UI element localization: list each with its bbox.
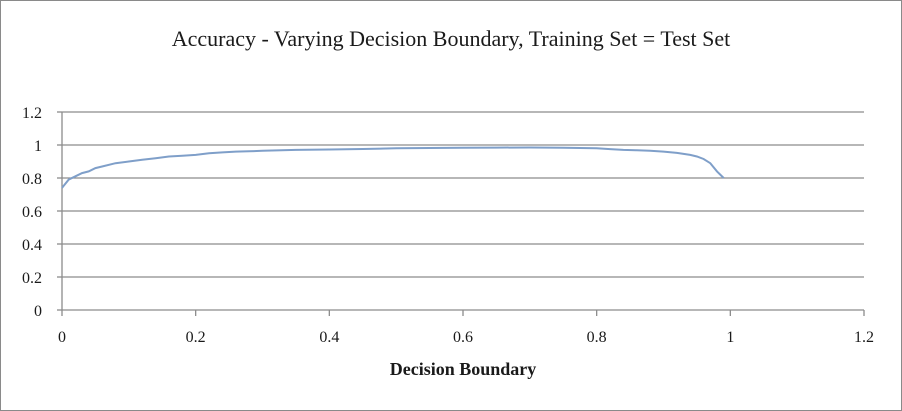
y-tick-label: 1.2 <box>22 105 42 122</box>
y-tick-label: 1 <box>34 138 42 155</box>
gridlines <box>62 111 864 278</box>
x-tick-label: 0.6 <box>453 329 473 346</box>
series-line <box>61 146 725 189</box>
x-tick-labels: 0 0.2 0.4 0.6 0.8 1 1.2 <box>58 329 874 346</box>
x-tick-label: 0.8 <box>587 329 607 346</box>
chart-title: Accuracy - Varying Decision Boundary, Tr… <box>172 26 731 51</box>
y-tick-label: 0.4 <box>22 237 42 254</box>
y-tick-label: 0.6 <box>22 204 42 221</box>
y-tick-label: 0 <box>34 303 42 320</box>
x-axis-label: Decision Boundary <box>390 359 537 379</box>
x-tick-label: 1 <box>726 329 734 346</box>
x-tick-label: 0 <box>58 329 66 346</box>
y-tick-label: 0.2 <box>22 270 42 287</box>
x-tick-label: 1.2 <box>854 329 874 346</box>
axes <box>57 111 865 316</box>
y-tick-label: 0.8 <box>22 171 42 188</box>
x-tick-label: 0.2 <box>186 329 206 346</box>
x-tick-label: 0.4 <box>319 329 339 346</box>
y-tick-labels: 0 0.2 0.4 0.6 0.8 1 1.2 <box>22 105 42 320</box>
